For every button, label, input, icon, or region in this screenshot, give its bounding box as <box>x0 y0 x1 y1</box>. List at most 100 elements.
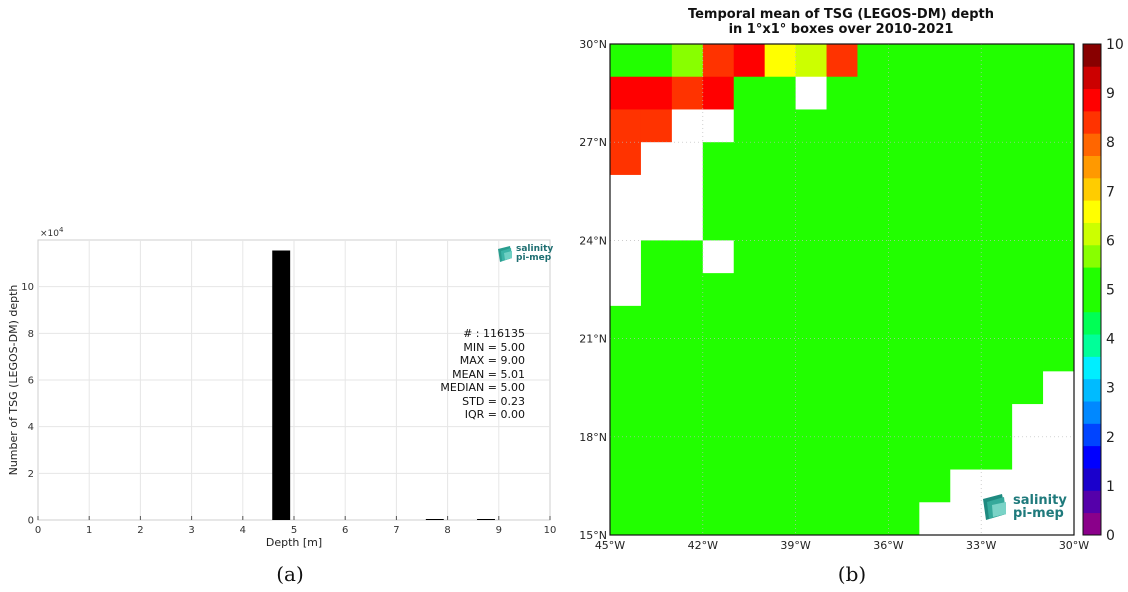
map-cell <box>1012 502 1044 536</box>
map-cell <box>826 404 858 438</box>
histogram-x-label: Depth [m] <box>266 536 322 549</box>
map-cell <box>671 273 704 307</box>
y-tick-label: 10 <box>21 282 34 293</box>
x-tick-label: 6 <box>342 525 348 536</box>
map-cell <box>888 142 920 176</box>
colorbar-tick-label: 3 <box>1106 381 1115 397</box>
map-cell <box>671 338 704 372</box>
map-cell <box>764 469 796 503</box>
map-cell <box>919 371 951 405</box>
map-cell <box>1012 273 1044 307</box>
colorbar-tick-label: 4 <box>1106 332 1115 348</box>
map-cell <box>795 404 827 438</box>
map-cell <box>671 76 704 110</box>
map-cell <box>795 338 827 372</box>
map-cell <box>857 469 889 503</box>
map-cell <box>950 174 982 209</box>
map-cell <box>795 174 827 209</box>
map-cell <box>857 436 889 470</box>
colorbar-segment <box>1083 133 1101 156</box>
map-cell <box>640 207 673 241</box>
map-cell <box>826 502 858 536</box>
histogram-y-ticks: 0 2 4 6 8 10 <box>21 282 34 526</box>
map-cell <box>640 371 673 405</box>
map-cell <box>795 207 827 241</box>
map-cell <box>702 76 735 110</box>
map-cell <box>702 502 735 536</box>
map-cell <box>826 76 858 110</box>
colorbar-tick-label: 0 <box>1106 528 1115 544</box>
map-cell <box>919 502 951 536</box>
map-cell <box>950 142 982 176</box>
map-cell <box>702 240 735 274</box>
colorbar-segment <box>1083 512 1101 536</box>
colorbar-tick-label: 8 <box>1106 135 1115 151</box>
map-cell <box>1012 109 1044 143</box>
map-cell <box>981 142 1013 176</box>
map-cell <box>733 404 766 438</box>
map-cell <box>950 502 982 536</box>
map-cell <box>981 240 1013 274</box>
logo-text: salinity pi-mep <box>1013 494 1067 520</box>
map-cell <box>610 404 642 438</box>
x-tick-label: 1 <box>86 525 92 536</box>
map-cell <box>702 273 735 307</box>
map-cell <box>919 142 951 176</box>
x-tick-label: 7 <box>393 525 399 536</box>
map-cell <box>857 76 889 110</box>
map-cell <box>1012 305 1044 339</box>
map-cell <box>1043 469 1075 503</box>
map-cell <box>1043 174 1075 209</box>
map-cell <box>981 44 1013 78</box>
map-cell <box>888 305 920 339</box>
map-cell <box>857 273 889 307</box>
map-cell <box>610 469 642 503</box>
map-x-ticks: 45°W 42°W 39°W 36°W 33°W 30°W <box>595 539 1089 552</box>
map-cell <box>640 240 673 274</box>
map-cell <box>733 371 766 405</box>
map-cell <box>640 76 673 110</box>
map-cell <box>610 76 642 110</box>
map-cell <box>702 305 735 339</box>
map-cell <box>919 338 951 372</box>
map-cell <box>764 436 796 470</box>
colorbar-segment <box>1083 311 1101 335</box>
map-cell <box>671 305 704 339</box>
map-cell <box>888 469 920 503</box>
colorbar-segment <box>1083 289 1101 313</box>
map-cell <box>640 338 673 372</box>
map-cell <box>1043 305 1075 339</box>
map-cell <box>764 273 796 307</box>
x-tick-label: 9 <box>496 525 502 536</box>
colorbar-tick-label: 9 <box>1106 86 1115 102</box>
map-cell <box>919 436 951 470</box>
map-cell <box>888 240 920 274</box>
map-cell <box>733 469 766 503</box>
colorbar-segment <box>1083 155 1101 179</box>
map-cell <box>795 436 827 470</box>
map-cell <box>888 404 920 438</box>
map-cell <box>826 109 858 143</box>
colorbar-frame <box>1082 43 1102 536</box>
colorbar-tick-label: 7 <box>1106 184 1115 200</box>
colorbar-segment <box>1083 445 1101 469</box>
stat-median: MEDIAN = 5.00 <box>440 381 525 394</box>
map-cell <box>764 109 796 143</box>
stat-min: MIN = 5.00 <box>463 340 525 354</box>
colorbar-segment <box>1083 66 1101 90</box>
map-y-tick-label: 30°N <box>579 38 607 51</box>
map-cell <box>950 371 982 405</box>
map-cell <box>610 207 642 241</box>
histogram-bar <box>425 519 444 520</box>
map-cell <box>702 207 735 241</box>
y-tick-label: 0 <box>28 516 34 527</box>
map-cell <box>1043 502 1075 536</box>
map-cell <box>640 469 673 503</box>
map-cell <box>1012 240 1044 274</box>
map-cell <box>950 44 982 78</box>
colorbar-tick-label: 1 <box>1106 479 1115 495</box>
map-x-tick-label: 36°W <box>873 539 903 552</box>
map-cell <box>671 142 704 176</box>
map-cell <box>640 44 673 78</box>
map-x-tick-label: 30°W <box>1059 539 1089 552</box>
